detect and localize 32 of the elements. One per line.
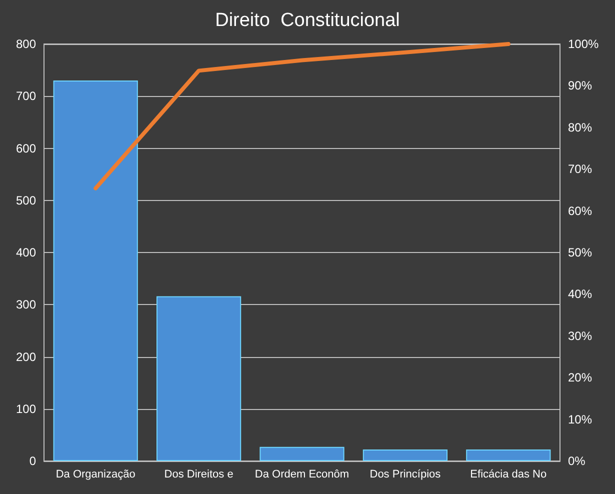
- y2-tick-label: 60%: [568, 204, 592, 218]
- y-tick-label: 400: [16, 246, 36, 260]
- y-tick-label: 100: [16, 402, 36, 416]
- y-tick-label: 600: [16, 141, 36, 156]
- y2-tick-label: 90%: [568, 78, 592, 93]
- y-tick-label: 200: [16, 350, 36, 364]
- x-tick-label: Da Ordem Econôm: [254, 468, 350, 480]
- y2-tick-label: 70%: [568, 162, 592, 176]
- bar: [466, 450, 551, 461]
- x-tick-label: Dos Direitos e: [164, 468, 234, 480]
- bar: [156, 296, 242, 461]
- x-tick-label: Dos Princípios: [370, 468, 442, 480]
- y2-tick-label: 100%: [568, 37, 600, 51]
- bar: [260, 446, 344, 461]
- y-tick-label: 500: [16, 193, 36, 208]
- y-tick-label: 700: [16, 89, 36, 104]
- y2-tick-label: 30%: [568, 328, 592, 343]
- line-series: [94, 42, 510, 190]
- y-tick-label: 800: [16, 37, 36, 51]
- y2-tick-label: 50%: [568, 246, 592, 260]
- y-tick-label: 0: [29, 454, 36, 468]
- y2-tick-label: 20%: [568, 370, 592, 385]
- x-tick-label: Eficácia das No: [470, 468, 547, 480]
- x-tick-label: Da Organização: [56, 468, 136, 480]
- y-tick-label: 300: [16, 298, 36, 312]
- chart-title: Direito Constitucional: [215, 10, 400, 31]
- y2-tick-label: 40%: [568, 287, 592, 302]
- y2-tick-label: 0%: [568, 454, 586, 468]
- bar: [362, 450, 448, 461]
- y2-tick-label: 80%: [568, 120, 592, 134]
- bar: [53, 80, 138, 461]
- y2-tick-label: 10%: [568, 412, 592, 426]
